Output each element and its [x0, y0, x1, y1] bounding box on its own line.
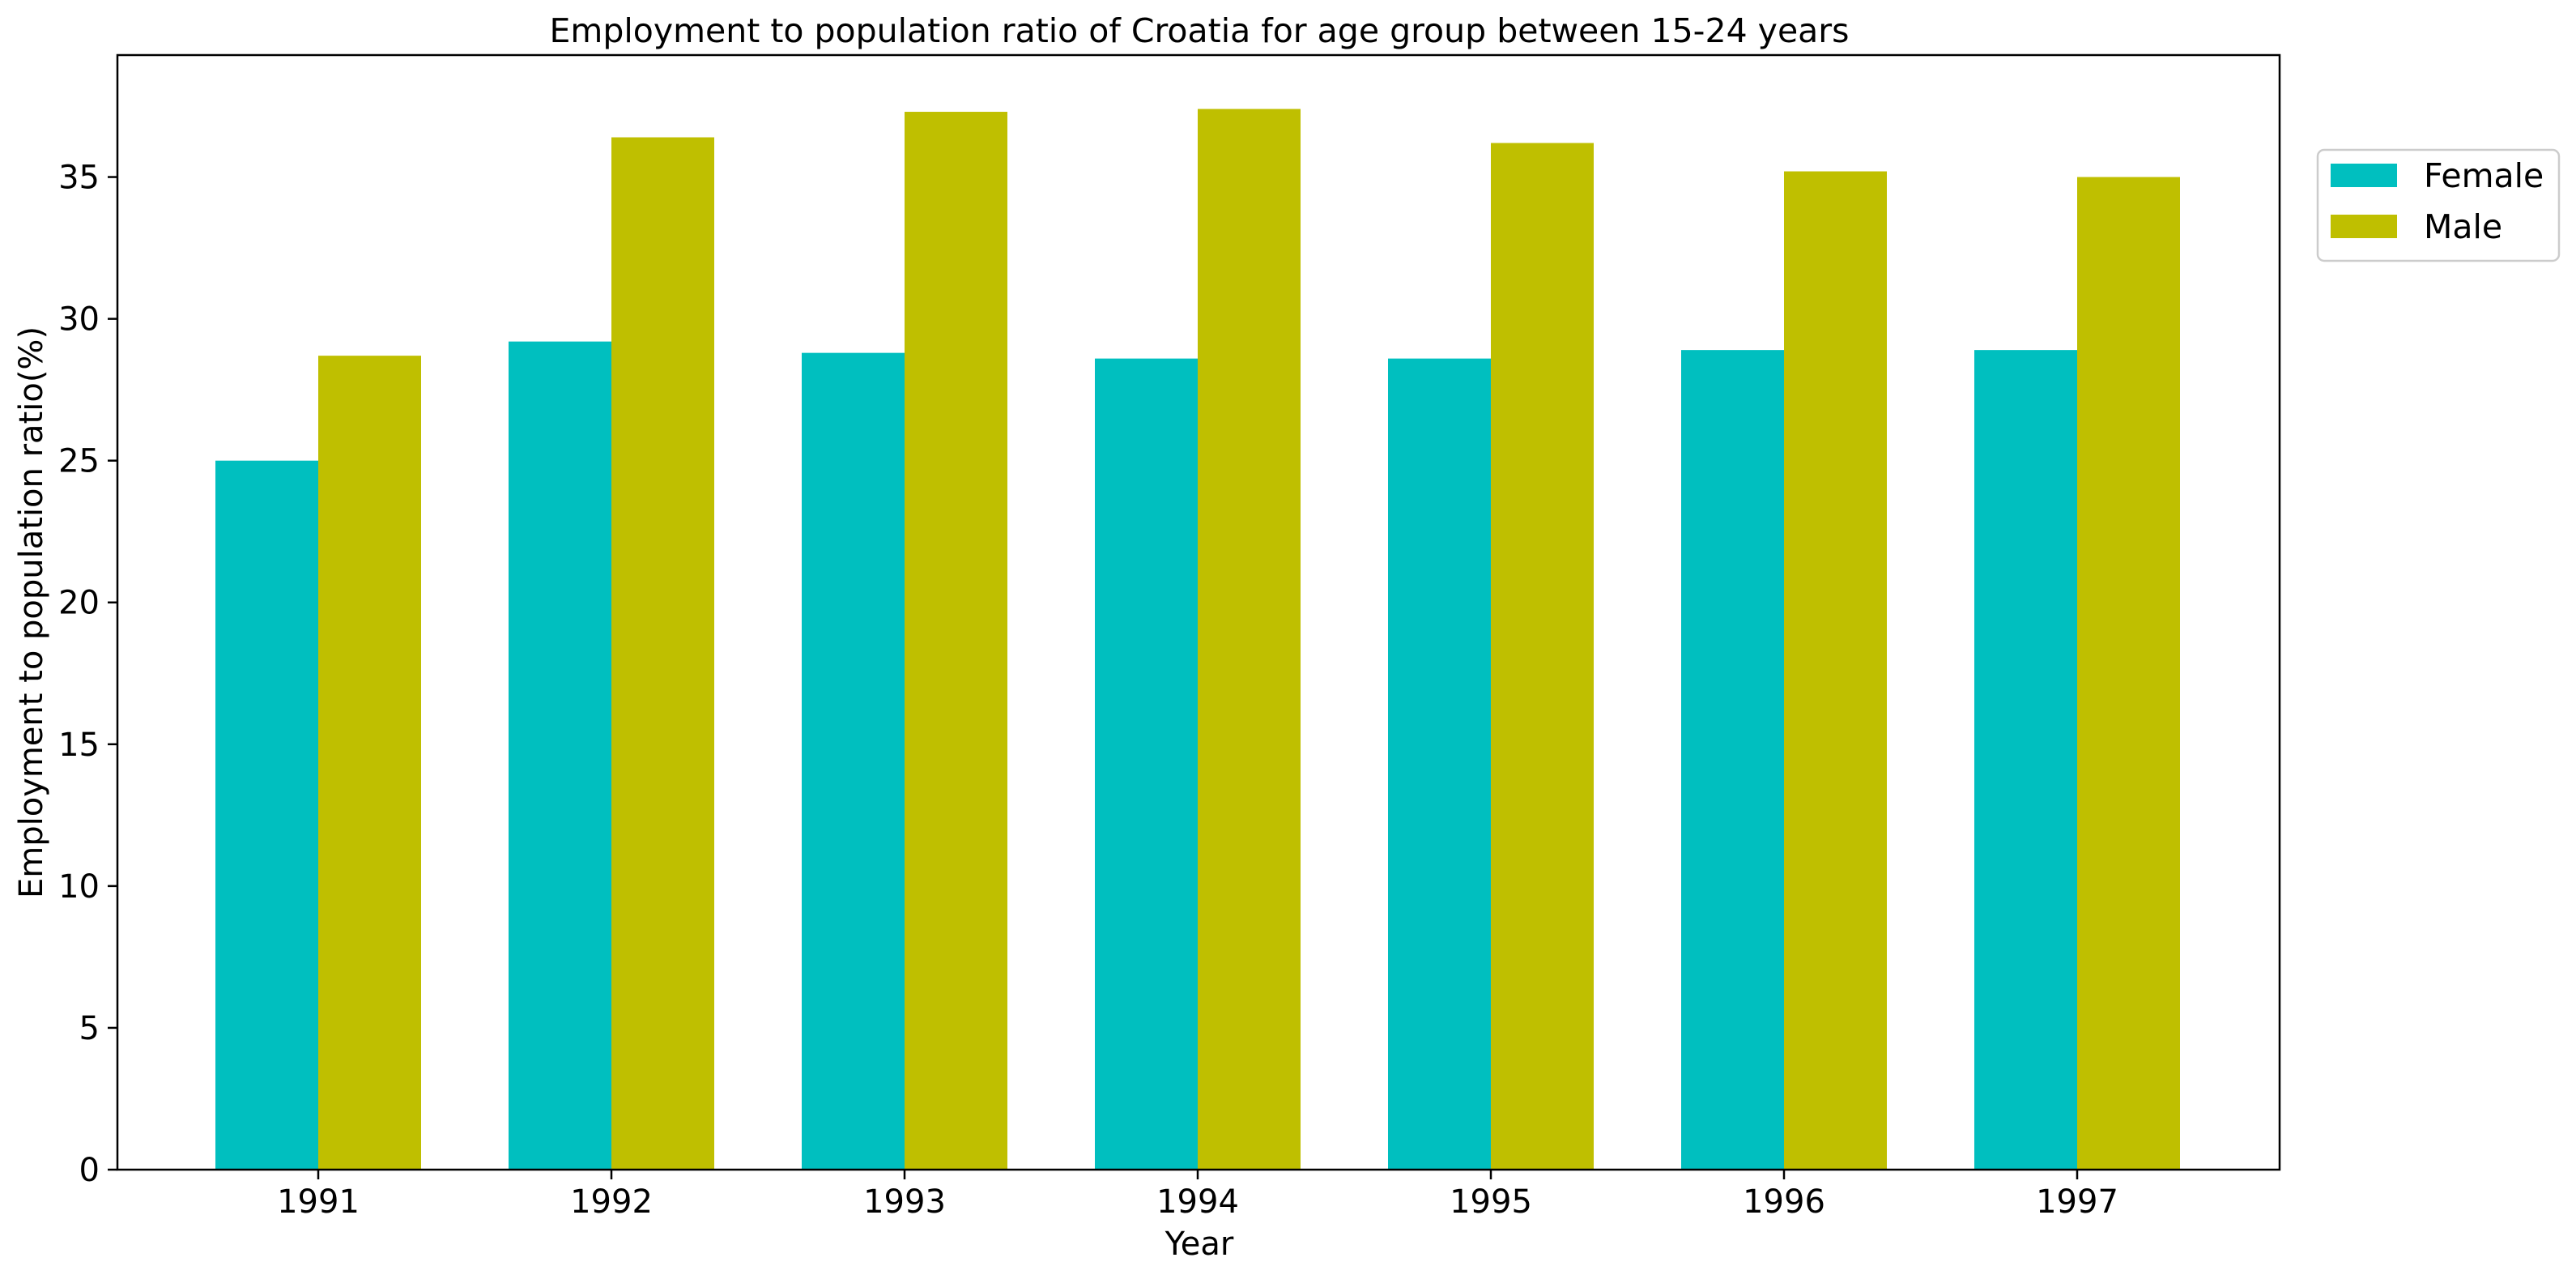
- legend-label-female: Female: [2424, 156, 2544, 195]
- bar-male-1992: [611, 137, 714, 1170]
- x-tick-label: 1995: [1450, 1183, 1532, 1221]
- chart-title: Employment to population ratio of Croati…: [549, 11, 1849, 50]
- x-tick-label: 1997: [2036, 1183, 2118, 1221]
- bar-female-1991: [215, 460, 318, 1170]
- x-tick-label: 1991: [277, 1183, 360, 1221]
- y-tick-label: 0: [79, 1152, 100, 1189]
- y-tick-label: 15: [58, 727, 100, 764]
- x-axis-title: Year: [1165, 1226, 1234, 1263]
- legend-swatch-female: [2331, 164, 2397, 187]
- x-tick-label: 1996: [1743, 1183, 1825, 1221]
- y-axis-ticks: 0 5 10 15 20 25 30 35: [58, 160, 117, 1189]
- bar-female-1995: [1388, 358, 1491, 1170]
- y-tick-label: 30: [58, 301, 100, 339]
- y-tick-label: 35: [58, 160, 100, 197]
- bar-male-1994: [1198, 109, 1301, 1170]
- bar-male-1995: [1491, 143, 1594, 1170]
- bar-male-1997: [2077, 177, 2180, 1170]
- bar-male-1991: [318, 356, 421, 1170]
- bar-female-1997: [1974, 350, 2077, 1170]
- legend-label-male: Male: [2424, 207, 2502, 246]
- bar-female-1993: [802, 352, 905, 1170]
- x-tick-label: 1992: [570, 1183, 653, 1221]
- plot-area-frame: [116, 53, 2281, 1171]
- legend: Female Male: [2316, 148, 2561, 262]
- x-tick-label: 1994: [1156, 1183, 1239, 1221]
- bar-female-1992: [509, 341, 611, 1170]
- y-tick-label: 10: [58, 868, 100, 906]
- legend-swatch-male: [2331, 215, 2397, 238]
- bar-female-1996: [1681, 350, 1784, 1170]
- x-tick-label: 1993: [863, 1183, 946, 1221]
- x-axis-ticks: 1991 1992 1993 1994 1995 1996 1997: [277, 1170, 2118, 1221]
- bar-female-1994: [1095, 358, 1198, 1170]
- y-tick-label: 20: [58, 585, 100, 622]
- bar-male-1996: [1784, 171, 1887, 1170]
- y-tick-label: 5: [79, 1010, 100, 1047]
- y-axis-title: Employment to population ratio(%): [13, 326, 50, 898]
- bars-group: [215, 109, 2180, 1170]
- y-tick-label: 25: [58, 443, 100, 480]
- bar-male-1993: [905, 112, 1007, 1170]
- legend-items: Female Male: [2331, 156, 2544, 246]
